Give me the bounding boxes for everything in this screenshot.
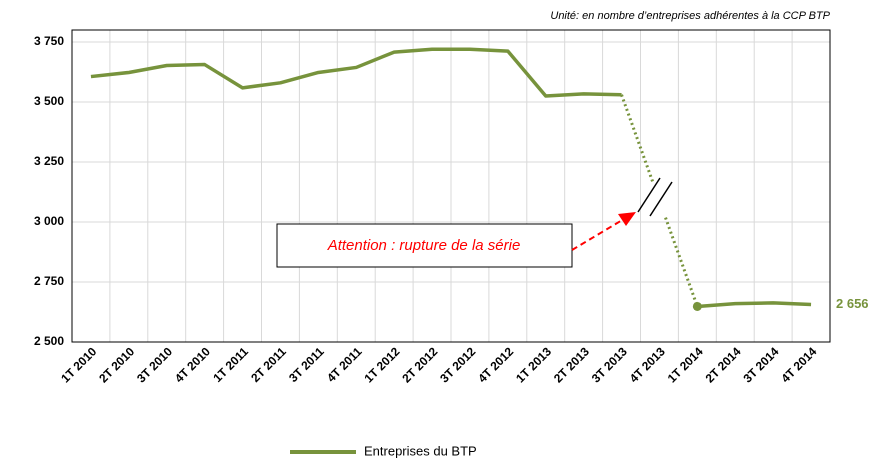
x-tick-label: 3T 2011 [286, 344, 327, 385]
x-tick-label: 1T 2011 [210, 344, 251, 385]
x-tick-label: 4T 2012 [475, 344, 516, 385]
break-connector [620, 94, 655, 185]
x-tick-label: 4T 2014 [778, 344, 819, 385]
line-series [697, 301, 812, 309]
y-tick-label: 3 000 [34, 214, 64, 228]
line-series [90, 47, 622, 98]
x-tick-label: 2T 2014 [703, 344, 744, 385]
x-tick-label: 3T 2014 [740, 344, 781, 385]
x-tick-label: 4T 2011 [324, 344, 365, 385]
x-tick-label: 3T 2013 [589, 344, 630, 385]
y-tick-label: 2 500 [34, 334, 64, 348]
arrow-head [618, 212, 636, 226]
break-mark [637, 177, 661, 213]
legend-label: Entreprises du BTP [364, 443, 477, 458]
subtitle: Unité: en nombre d’entreprises adhérente… [550, 10, 830, 22]
x-tick-label: 2T 2013 [551, 344, 592, 385]
plot-frame [71, 29, 831, 343]
x-tick-label: 4T 2013 [627, 344, 668, 385]
value-label: 2 656 [836, 296, 869, 311]
x-tick-label: 3T 2012 [437, 344, 478, 385]
break-mark [649, 181, 673, 217]
y-tick-label: 2 750 [34, 274, 64, 288]
annotation-arrow [571, 218, 625, 251]
break-connector [664, 217, 699, 307]
x-tick-label: 1T 2012 [361, 344, 402, 385]
y-tick-label: 3 750 [34, 34, 64, 48]
x-tick-label: 4T 2010 [172, 344, 213, 385]
x-tick-label: 2T 2012 [399, 344, 440, 385]
x-tick-label: 2T 2011 [248, 344, 289, 385]
x-tick-label: 1T 2014 [665, 344, 706, 385]
x-tick-label: 1T 2010 [58, 344, 99, 385]
x-tick-label: 1T 2013 [513, 344, 554, 385]
x-tick-label: 3T 2010 [134, 344, 175, 385]
marker [692, 301, 702, 311]
y-tick-label: 3 500 [34, 94, 64, 108]
y-tick-label: 3 250 [34, 154, 64, 168]
annotation: Attention : rupture de la série [327, 237, 521, 254]
x-tick-label: 2T 2010 [96, 344, 137, 385]
annotation-box [276, 223, 573, 268]
